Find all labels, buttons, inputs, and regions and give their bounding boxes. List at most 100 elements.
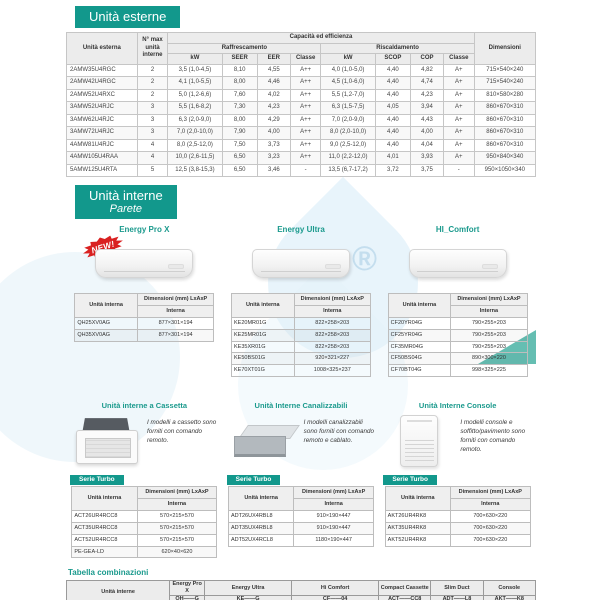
section-body: I modelli console e soffitto/pavimento s… — [383, 414, 532, 468]
series-label: Serie Turbo — [226, 475, 281, 486]
col-header-unit: Unità interna — [227, 486, 295, 511]
value-cell: 11,0 (2,2-12,0) — [320, 151, 376, 165]
value-cell: 4,82 — [410, 63, 444, 77]
value-cell: A+ — [442, 76, 475, 90]
model-cell: 4AMW81U4RJC — [66, 138, 138, 152]
section-body: I modelli a cassetto sono forniti con co… — [70, 414, 219, 468]
col-header-max-units: N° max unità interne — [136, 32, 169, 65]
col-header: kW — [320, 53, 376, 65]
console-unit-image — [400, 415, 439, 468]
value-cell: 715×540×240 — [473, 63, 537, 77]
group-pattern: CF——04 — [291, 595, 380, 600]
col-header-dim: Dimensioni (mm) LxAxP — [136, 293, 215, 306]
value-cell: 4,04 — [410, 138, 444, 152]
value-cell: 4,46 — [256, 76, 291, 90]
value-cell: A++ — [289, 138, 322, 152]
cassette-panel — [76, 430, 138, 465]
value-cell: A++ — [289, 151, 322, 165]
group-pattern: ACT——CC8 — [378, 595, 432, 600]
value-cell: 4,40 — [374, 88, 412, 102]
cassette-image-box — [70, 414, 142, 468]
table-row: ADT26UX4RBL8 910×190×447 — [227, 509, 374, 523]
value-cell: 5,0 (1,2-6,6) — [167, 88, 223, 102]
console-image-box — [383, 414, 455, 468]
value-cell: 950×840×340 — [473, 151, 537, 165]
group-pattern: ADT——L8 — [430, 595, 484, 600]
col-header-sub: Interna — [136, 498, 218, 511]
value-cell: 7,60 — [221, 88, 258, 102]
table-row: CF35MR04G 790×255×203 — [387, 340, 528, 354]
dimensions-cell: 570×215×570 — [136, 533, 218, 547]
cassette-unit-image — [76, 418, 138, 465]
model-cell: AKT52UR4RK8 — [384, 533, 451, 547]
col-header-capacity-group: Capacità ed efficienza — [167, 32, 475, 44]
value-cell: A+ — [442, 151, 475, 165]
section-note: I modelli console e soffitto/pavimento s… — [460, 419, 526, 453]
value-cell: 3,72 — [374, 163, 412, 177]
value-cell: 3,5 (1,0-4,5) — [167, 63, 223, 77]
col-header: COP — [410, 53, 444, 65]
col-header-unit: Unità interna — [384, 486, 451, 511]
value-cell: 4,00 — [256, 126, 291, 140]
value-cell: 4,29 — [256, 113, 291, 127]
dimensions-cell: 1008×325×237 — [293, 364, 372, 378]
table-row: ACT35UR4RCC8 570×215×570 — [71, 521, 218, 535]
wall-units-title-box: Unità interne Parete — [75, 185, 177, 219]
value-cell: A++ — [289, 88, 322, 102]
table-row: CF20YR04G 790×255×203 — [387, 316, 528, 330]
external-table-body: 2AMW35U4RGC 2 3,5 (1,0-4,5) 8,10 4,55 A++ 4,0 … — [66, 63, 537, 177]
dimensions-cell: 910×190×447 — [293, 521, 374, 535]
model-cell: 2AMW52U4RXC — [66, 88, 138, 102]
product-table-body: QH25XV0AG 877×301×194 QH35XV0AG 877×301×194 — [74, 316, 215, 342]
value-cell: 4,40 — [374, 63, 412, 77]
section-cassette: Unità interne a Cassetta I modelli a cas… — [66, 401, 223, 559]
value-cell: 3 — [136, 113, 169, 127]
value-cell: 4,05 — [374, 101, 412, 115]
product-energy-pro-x: Energy Pro X NEW! Unità interna Dimensio… — [66, 225, 223, 377]
value-cell: A+ — [442, 126, 475, 140]
console-table: Unità interna Dimensioni (mm) LxAxP Inte… — [384, 486, 531, 547]
dimensions-cell: 910×190×447 — [293, 509, 374, 523]
model-cell: ADT26UX4RBL8 — [227, 509, 295, 523]
table-row: KE20MR01G 822×258×203 — [231, 316, 372, 330]
model-cell: ACT35UR4RCC8 — [71, 521, 138, 535]
series-label: Serie Turbo — [383, 475, 437, 486]
value-cell: 4,01 — [374, 151, 412, 165]
value-cell: 13,5 (6,7-17,2) — [320, 163, 376, 177]
value-cell: 2 — [136, 63, 169, 77]
product-image-box — [227, 236, 376, 290]
value-cell: 4,1 (1,0-5,5) — [167, 76, 223, 90]
value-cell: 715×540×240 — [473, 76, 537, 90]
table-row: 2AMW35U4RGC 2 3,5 (1,0-4,5) 8,10 4,55 A++ 4,0 … — [66, 63, 537, 77]
value-cell: A+ — [442, 138, 475, 152]
value-cell: 4 — [136, 138, 169, 152]
table-row: 4AMW81U4RJC 4 8,0 (2,5-12,0) 7,50 3,73 A++ 9,0… — [66, 138, 537, 152]
table-row: 2AMW42U4RGC 2 4,1 (1,0-5,5) 8,00 4,46 A++ 4,5 … — [66, 76, 537, 90]
value-cell: 860×670×310 — [473, 113, 537, 127]
dimensions-cell: 790×255×203 — [450, 316, 528, 330]
model-cell: CF20YR04G — [387, 316, 452, 330]
dimensions-cell: 877×301×194 — [136, 316, 215, 330]
table-row: CF50BS04G 890×300×220 — [387, 352, 528, 366]
model-cell: KE70XT01G — [231, 364, 295, 378]
value-cell: 8,10 — [221, 63, 258, 77]
col-header-sub: Interna — [293, 304, 372, 318]
model-cell: ACT52UR4RCC8 — [71, 533, 138, 547]
value-cell: 860×670×310 — [473, 101, 537, 115]
value-cell: 8,0 (2,0-10,0) — [320, 126, 376, 140]
value-cell: 4,40 — [374, 138, 412, 152]
external-units-section: Unità esterne Unità esterna N° max unità… — [66, 6, 537, 177]
value-cell: 7,90 — [221, 126, 258, 140]
page-content: Unità esterne Unità esterna N° max unità… — [65, 6, 537, 600]
value-cell: 8,0 (2,5-12,0) — [167, 138, 223, 152]
model-cell: QH25XV0AG — [74, 316, 138, 330]
value-cell: A++ — [289, 63, 322, 77]
dimensions-cell: 570×215×570 — [136, 509, 218, 523]
header-row: QH——G KE——G CF——04 ACT——CC8 ADT——L8 AKT——K8 — [67, 595, 537, 600]
model-cell: CF50BS04G — [387, 352, 452, 366]
col-header-dim: Dimensioni (mm) LxAxP — [293, 293, 372, 306]
group-pattern: AKT——K8 — [482, 595, 537, 600]
section-note: I modelli a cassetto sono forniti con co… — [147, 419, 217, 444]
model-cell: KE35XR01G — [231, 340, 295, 354]
value-cell: 6,50 — [221, 163, 258, 177]
